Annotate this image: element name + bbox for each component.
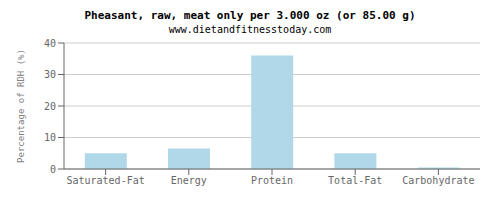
svg-text:0: 0 [50,164,56,175]
svg-text:Total-Fat: Total-Fat [328,175,382,186]
html-text:Pheasant, raw, meat only per 3: Pheasant, raw, meat only per 3.000 oz (o… [84,9,416,22]
svg-text:Saturated-Fat: Saturated-Fat [66,175,144,186]
svg-text:Percentage of RDH (%): Percentage of RDH (%) [16,49,26,163]
svg-text:Protein: Protein [251,175,293,186]
svg-text:30: 30 [44,69,56,80]
svg-text:Energy: Energy [171,175,207,186]
html-text:www.dietandfitnesstoday.com: www.dietandfitnesstoday.com [168,24,332,35]
svg-text:20: 20 [44,101,56,112]
svg-text:10: 10 [44,132,56,143]
svg-text:Carbohydrate: Carbohydrate [402,175,474,186]
svg-text:40: 40 [44,38,56,49]
